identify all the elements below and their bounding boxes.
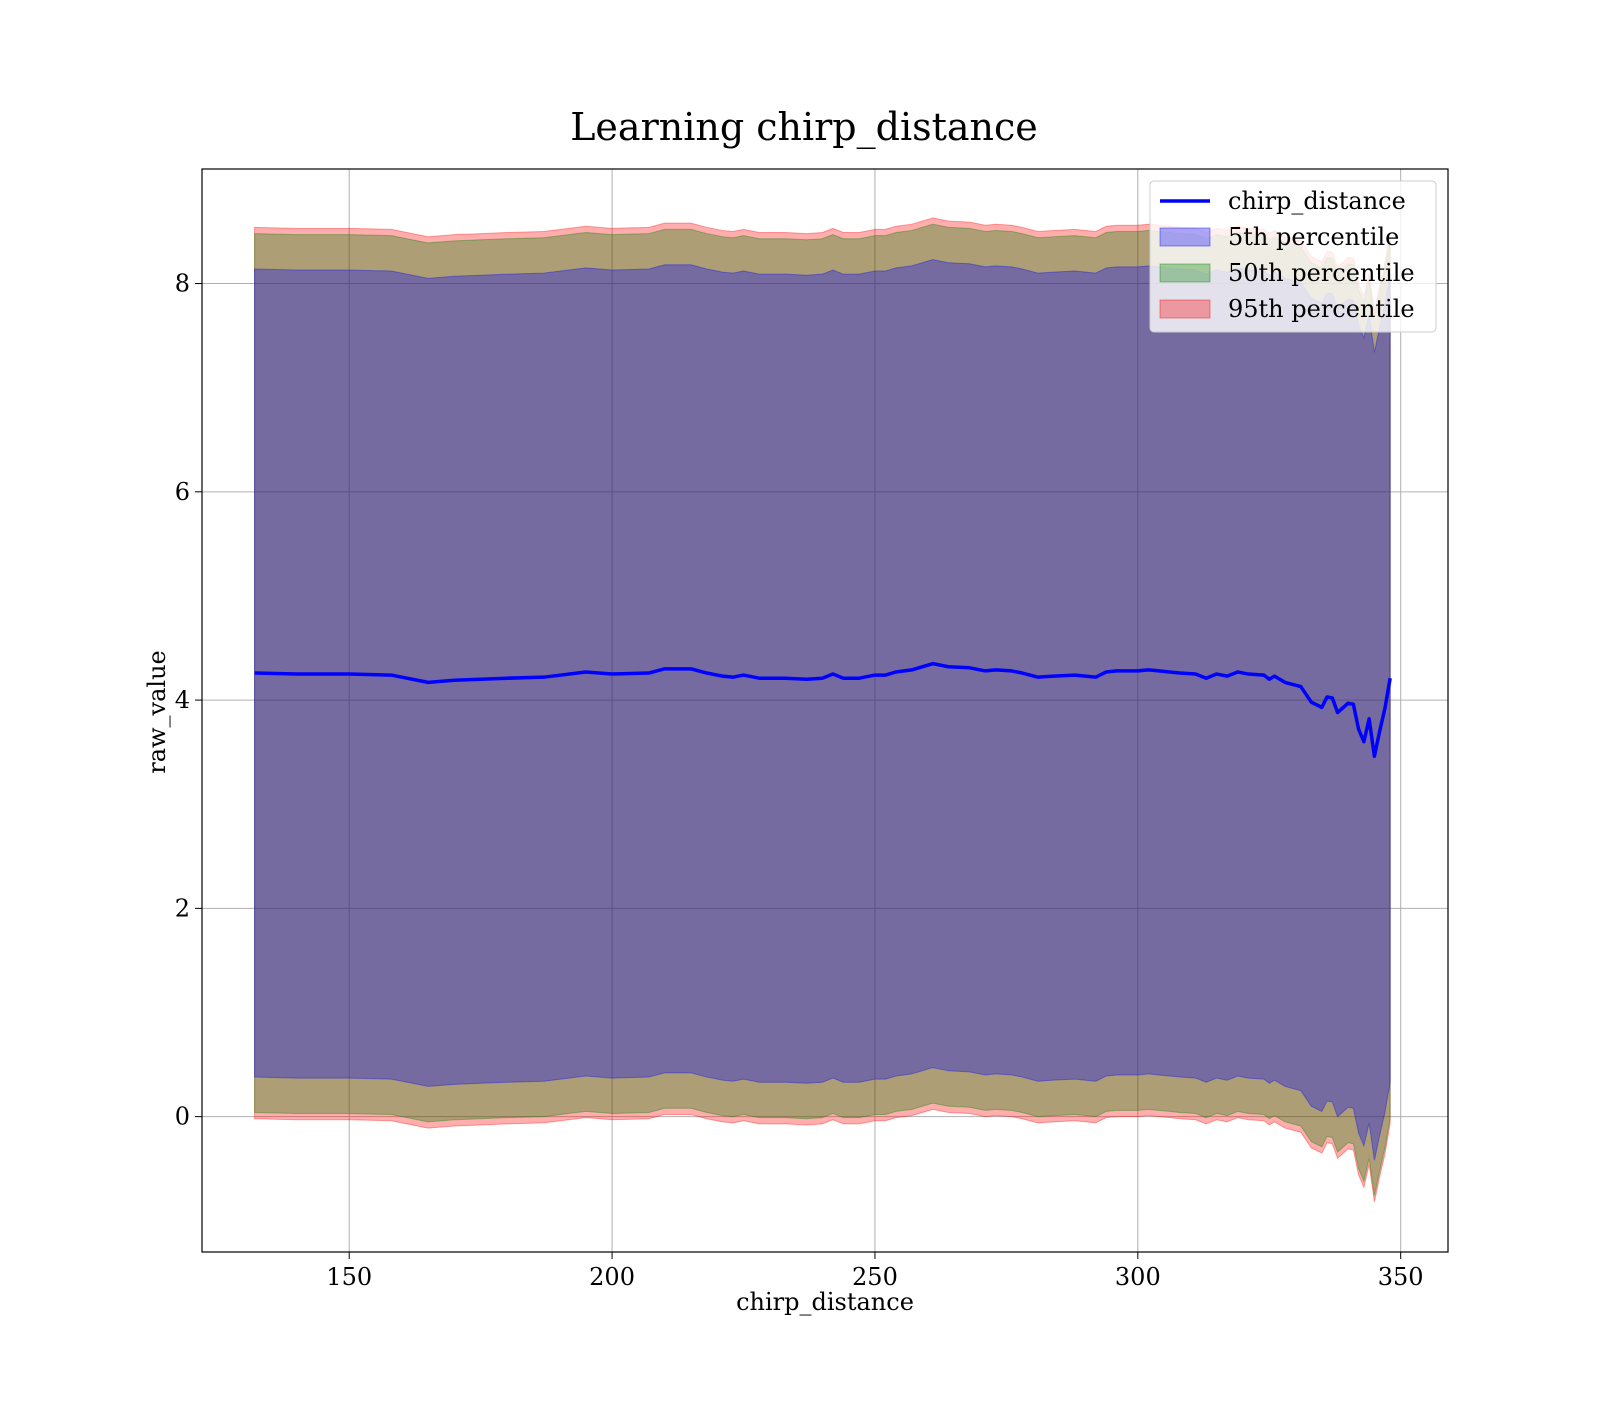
legend-label: 50th percentile <box>1228 259 1415 287</box>
y-tick-label: 0 <box>175 1103 190 1131</box>
y-tick-label: 2 <box>175 894 190 922</box>
x-tick-label: 350 <box>1378 1263 1424 1291</box>
legend-label: 5th percentile <box>1228 223 1399 251</box>
x-tick-label: 250 <box>852 1263 898 1291</box>
chart-title: Learning chirp_distance <box>570 105 1038 150</box>
y-axis-label: raw_value <box>143 650 171 774</box>
x-axis: 150 200 250 300 350 <box>326 1252 1424 1291</box>
legend-swatch <box>1159 263 1211 283</box>
x-axis-label: chirp_distance <box>736 1288 914 1316</box>
band-5th-percentile <box>254 259 1391 1161</box>
y-tick-label: 6 <box>175 478 190 506</box>
y-tick-label: 8 <box>175 270 190 298</box>
legend: chirp_distance 5th percentile 50th percent… <box>1149 180 1437 333</box>
y-tick-label: 4 <box>175 686 190 714</box>
legend-box <box>1149 180 1437 333</box>
legend-label: 95th percentile <box>1228 295 1415 323</box>
x-tick-label: 300 <box>1115 1263 1161 1291</box>
band-50th-percentile <box>254 223 1391 1196</box>
plot-frame <box>201 168 1449 1253</box>
percentile-bands <box>254 217 1391 1203</box>
band-95th-percentile <box>254 217 1391 1203</box>
legend-label: chirp_distance <box>1228 187 1406 215</box>
series-line-layer <box>254 661 1392 759</box>
legend-swatch <box>1159 299 1211 319</box>
x-tick-label: 150 <box>326 1263 372 1291</box>
y-axis: 0 2 4 6 8 <box>175 270 202 1131</box>
legend-swatch <box>1159 227 1211 247</box>
x-tick-label: 200 <box>589 1263 635 1291</box>
series-line <box>254 661 1392 759</box>
